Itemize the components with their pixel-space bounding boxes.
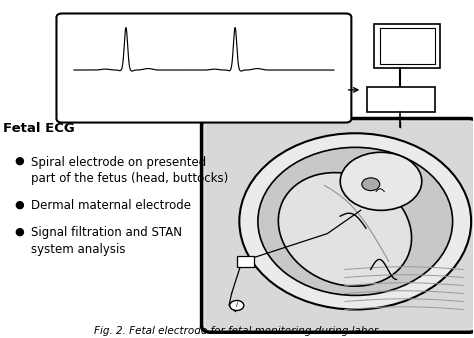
Text: i: i bbox=[236, 303, 238, 309]
Text: Dermal maternal electrode: Dermal maternal electrode bbox=[31, 199, 191, 212]
Ellipse shape bbox=[258, 147, 453, 295]
FancyBboxPatch shape bbox=[201, 119, 474, 332]
Text: Signal filtration and STAN
system analysis: Signal filtration and STAN system analys… bbox=[31, 226, 182, 256]
Ellipse shape bbox=[239, 133, 471, 310]
Text: ●: ● bbox=[14, 199, 24, 209]
Bar bbox=[237, 257, 254, 267]
Text: Spiral electrode on presented
part of the fetus (head, buttocks): Spiral electrode on presented part of th… bbox=[31, 155, 228, 185]
Bar bbox=[367, 87, 436, 112]
Circle shape bbox=[362, 178, 380, 191]
Bar bbox=[380, 28, 435, 64]
Circle shape bbox=[230, 300, 244, 311]
Text: ●: ● bbox=[14, 226, 24, 236]
Ellipse shape bbox=[278, 173, 411, 286]
FancyBboxPatch shape bbox=[206, 122, 474, 329]
FancyBboxPatch shape bbox=[56, 14, 351, 123]
Bar bbox=[374, 24, 440, 68]
Text: Fig. 2. Fetal electrode for fetal monitoring during labor.: Fig. 2. Fetal electrode for fetal monito… bbox=[94, 325, 380, 336]
Text: ●: ● bbox=[14, 155, 24, 166]
Text: Fetal ECG: Fetal ECG bbox=[3, 122, 75, 135]
Circle shape bbox=[340, 152, 422, 210]
